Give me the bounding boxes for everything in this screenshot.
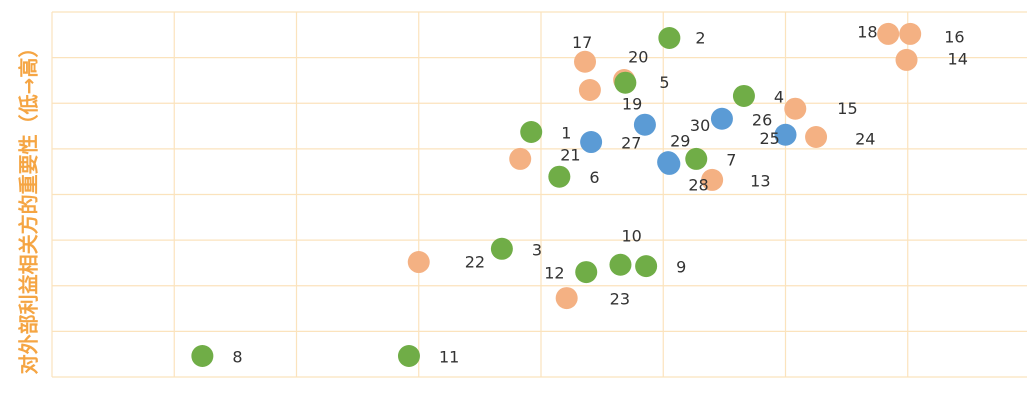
point-label: 4 [774,87,784,106]
point-label: 23 [610,290,630,309]
point [658,152,681,175]
point [633,113,656,136]
point [784,97,807,120]
point-label: 26 [752,110,772,129]
point-label: 1 [561,123,571,142]
point [710,107,733,130]
point-label: 30 [690,116,710,135]
point [635,255,658,278]
point-label: 6 [589,168,599,187]
point-label: 9 [676,258,686,277]
point-label: 13 [750,171,770,190]
point [732,84,755,107]
point [397,345,420,368]
point [509,147,532,170]
point-label: 29 [670,132,690,151]
point [578,79,601,102]
point-label: 11 [439,348,459,367]
point-label: 3 [532,240,542,259]
point [555,287,578,310]
point-label: 7 [726,150,736,169]
y-axis-title: 对外部利益相关方的重要性（低→高） [17,38,41,375]
point [609,253,632,276]
point-label: 21 [560,145,580,164]
point [575,261,598,284]
point-label: 25 [760,129,780,148]
point-label: 24 [855,130,875,149]
point [805,126,828,149]
point-label: 15 [837,99,857,118]
point-label: 22 [465,253,485,272]
point-label: 18 [857,22,877,41]
point [191,345,214,368]
point [574,50,597,73]
point [895,48,918,71]
point [774,123,797,146]
point [407,251,430,274]
point [658,27,681,50]
point-label: 20 [628,47,648,66]
point-label: 14 [948,49,968,68]
point-label: 10 [621,226,641,245]
point [548,165,571,188]
point-label: 2 [695,29,705,48]
point-label: 19 [622,95,642,114]
point [580,131,603,154]
point [701,168,724,191]
point-label: 17 [572,33,592,52]
point [490,237,513,260]
point-label: 27 [621,134,641,153]
point [520,120,543,143]
point [685,147,708,170]
point-label: 12 [544,264,564,283]
point-label: 16 [944,27,964,46]
point-label: 8 [232,348,242,367]
point [877,22,900,45]
point [614,71,637,94]
point-label: 5 [659,73,669,92]
point [899,22,922,45]
point-label: 28 [688,175,708,194]
